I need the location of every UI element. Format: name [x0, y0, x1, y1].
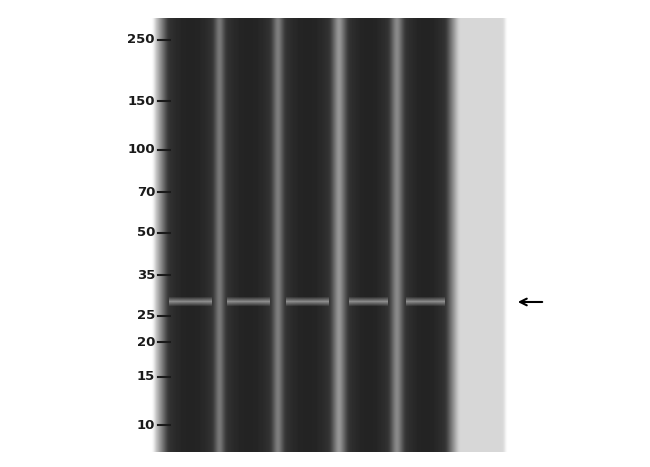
Text: 100: 100 — [127, 143, 155, 156]
Text: 10: 10 — [136, 419, 155, 432]
Text: 35: 35 — [136, 269, 155, 282]
Text: 250: 250 — [127, 33, 155, 46]
Text: 20: 20 — [136, 336, 155, 349]
Text: 70: 70 — [136, 186, 155, 199]
Text: 15: 15 — [136, 370, 155, 383]
Text: 150: 150 — [127, 94, 155, 107]
Text: 50: 50 — [136, 226, 155, 239]
Text: 25: 25 — [136, 309, 155, 322]
